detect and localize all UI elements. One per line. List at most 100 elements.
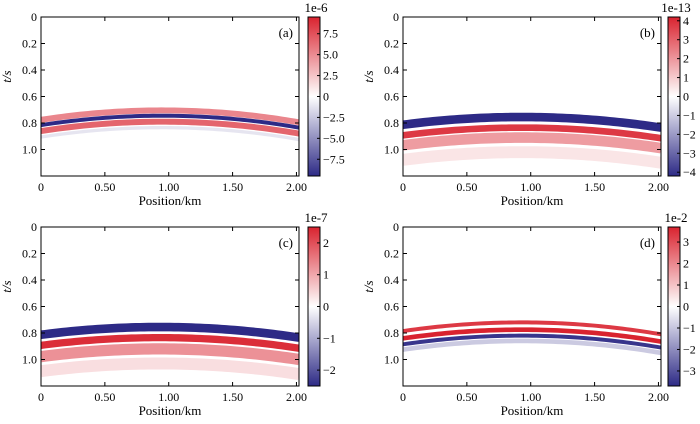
colorbar: 7.5 5.0 2.5 0 −2.5 −5.0 −7.5 [307, 16, 345, 177]
x-tick-label: 2.00 [286, 180, 307, 194]
x-tick-label: 0.50 [94, 390, 115, 404]
y-axis-label: t/s [361, 280, 376, 292]
event-layer-4 [403, 146, 661, 169]
colorbar-tick-label: 5.0 [323, 48, 338, 62]
y-tick-label: 0 [393, 10, 399, 24]
y-tick-label: 0 [31, 10, 37, 24]
y-tick-label: 0 [31, 220, 37, 234]
colorbar-exponent: 1e-7 [304, 210, 328, 225]
y-tick-label: 0.8 [384, 326, 399, 340]
y-tick-label: 0.6 [22, 300, 37, 314]
x-axis-label: Position/km [139, 403, 202, 418]
panel-label: (b) [640, 25, 655, 40]
event-layer-2 [41, 113, 299, 130]
x-tick-label: 0 [400, 390, 406, 404]
colorbar-tick-label: −3 [683, 364, 696, 378]
y-tick-label: 0.6 [22, 90, 37, 104]
colorbar-tick-label: 7.5 [323, 27, 338, 41]
y-tick-label: 0.4 [384, 63, 399, 77]
plot-background [403, 227, 661, 386]
colorbar-tick-label: 2 [683, 257, 689, 271]
event-layer-2 [403, 327, 661, 344]
y-axis-label: t/s [0, 70, 14, 82]
panel-label: (d) [640, 235, 655, 250]
x-tick-label: 1.00 [520, 180, 541, 194]
x-tick-label: 0 [38, 180, 44, 194]
colorbar-tick-label: −4 [683, 165, 696, 179]
y-axis-label: t/s [0, 280, 14, 292]
panel-label: (a) [279, 25, 293, 40]
x-tick-label: 1.50 [584, 390, 605, 404]
colorbar-tick-label: −2 [323, 363, 336, 377]
plot-background [41, 17, 299, 176]
y-tick-label: 1.0 [22, 143, 37, 157]
y-tick-label: 0 [393, 220, 399, 234]
panel-a: (a) 0 0.2 0.4 0.6 0.8 1.0 0 0.50 1.00 1.50 2.00 t… [0, 0, 345, 208]
y-tick-label: 0.2 [22, 247, 37, 261]
colorbar-exponent: 1e-6 [304, 0, 328, 15]
event-layer-1 [403, 112, 661, 132]
colorbar-tick-label: −5.0 [323, 131, 345, 145]
x-axis-label: Position/km [139, 193, 202, 208]
x-tick-label: 1.00 [520, 390, 541, 404]
x-tick-label: 1.50 [584, 180, 605, 194]
colorbar-tick-label: 2.5 [323, 69, 338, 83]
x-tick-label: 0 [38, 390, 44, 404]
colorbar-tick-label: 1 [683, 278, 689, 292]
colorbar-tick-label: −1 [323, 331, 336, 345]
panel-d: (d) 0 0.2 0.4 0.6 0.8 1.0 0 0.50 1.00 1.50 2.00 t… [361, 210, 696, 418]
y-tick-label: 0.4 [22, 273, 37, 287]
colorbar-tick-label: 2 [323, 236, 329, 250]
event-layer-2 [41, 333, 299, 352]
x-tick-label: 2.00 [286, 390, 307, 404]
colorbar-exponent: 1e-2 [664, 210, 687, 225]
event-layer-2 [403, 124, 661, 142]
event-layer-3 [41, 343, 299, 366]
colorbar-tick-label: 3 [683, 33, 689, 47]
y-tick-label: 1.0 [22, 353, 37, 367]
colorbar-tick-label: 0 [683, 300, 689, 314]
y-tick-label: 0.4 [384, 273, 399, 287]
event-layer-3 [403, 333, 661, 350]
panel-b: (b) 0 0.2 0.4 0.6 0.8 1.0 0 0.50 1.00 1.50 2.00 t… [361, 0, 696, 208]
colorbar: 2 1 0 −1 −2 [307, 226, 336, 387]
y-tick-label: 0.2 [384, 37, 399, 51]
event-layer-1 [41, 322, 299, 342]
x-tick-label: 0.50 [456, 390, 477, 404]
x-axis-label: Position/km [501, 193, 564, 208]
x-tick-label: 0.50 [94, 180, 115, 194]
x-tick-label: 0.50 [456, 180, 477, 194]
y-tick-label: 1.0 [384, 143, 399, 157]
colorbar-tick-label: −2 [683, 127, 696, 141]
colorbar-tick-label: 1 [323, 268, 329, 282]
colorbar: 3 2 1 0 −1 −2 −3 [667, 226, 696, 387]
colorbar-tick-label: 0 [323, 90, 329, 104]
panel-label: (c) [279, 235, 293, 250]
colorbar-tick-label: 1 [683, 71, 689, 85]
x-tick-label: 1.50 [222, 180, 243, 194]
colorbar-tick-label: 0 [683, 90, 689, 104]
event-layer-4 [403, 338, 661, 356]
y-tick-label: 1.0 [384, 353, 399, 367]
panel-c: (c) 0 0.2 0.4 0.6 0.8 1.0 0 0.50 1.00 1.50 2.00 t… [0, 210, 336, 418]
y-tick-label: 0.8 [384, 116, 399, 130]
x-tick-label: 2.00 [648, 390, 669, 404]
colorbar-tick-label: −2.5 [323, 110, 345, 124]
x-tick-label: 0 [400, 180, 406, 194]
event-layer-3 [41, 118, 299, 137]
x-axis-label: Position/km [501, 403, 564, 418]
x-tick-label: 1.50 [222, 390, 243, 404]
colorbar-tick-label: −1 [683, 108, 696, 122]
event-layer-1 [403, 320, 661, 337]
y-tick-label: 0.8 [22, 116, 37, 130]
y-tick-label: 0.4 [22, 63, 37, 77]
colorbar-tick-label: 2 [683, 52, 689, 66]
y-tick-label: 0.6 [384, 300, 399, 314]
y-tick-label: 0.2 [22, 37, 37, 51]
y-tick-label: 0.2 [384, 247, 399, 261]
x-tick-label: 1.00 [158, 390, 179, 404]
colorbar-tick-label: 0 [323, 300, 329, 314]
event-layer-3 [403, 132, 661, 154]
event-layer-4 [41, 125, 299, 142]
